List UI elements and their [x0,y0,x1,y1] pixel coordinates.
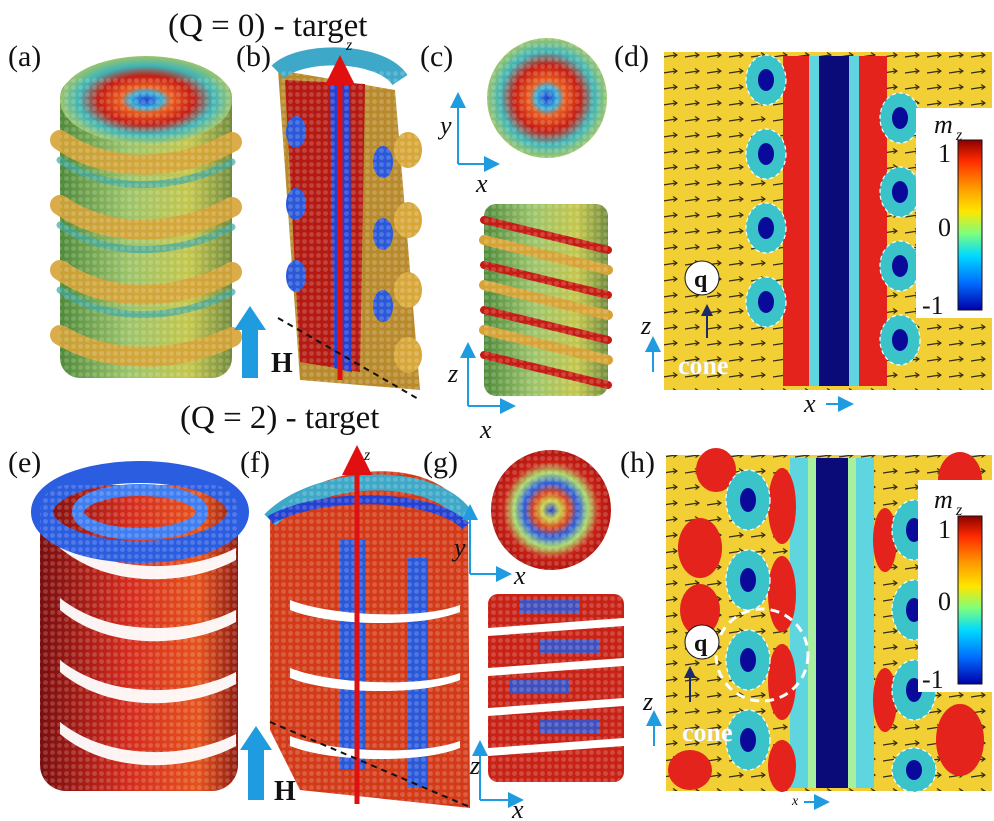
panel-h-map: q cone m z 1 0 -1 [666,448,992,793]
panel-h-cone-label: cone [682,718,733,747]
panel-c-x-label-bottom: x [479,415,492,444]
panel-h-colorbar-tick-max: 1 [938,515,951,544]
panel-h-dashed-circle [714,607,810,703]
panel-label-f: (f) [240,446,270,479]
panel-b-cut-cylinder: z [271,37,422,401]
panel-d-q-badge [684,260,720,296]
panel-h-z-label: z [642,687,653,716]
panel-c-top-view [487,38,607,158]
field-arrow-bottom: H [240,726,296,807]
panel-h-q-badge [684,624,720,660]
panel-g-z-label: z [469,751,480,780]
panel-d-z-label: z [640,311,651,340]
panel-h-x-label: x [791,794,799,809]
panel-h-colorbar-label-sub: z [955,502,963,519]
panel-f-cut-helix: z [264,445,475,809]
panel-label-e: (e) [8,446,41,479]
panel-g-x-label-top: x [513,561,526,590]
panel-g-x-label-bottom: x [511,795,524,821]
panel-g-top-view [491,450,611,570]
panel-d-x-label: x [803,389,816,418]
panel-h-colorbar-label: m [934,485,953,514]
panel-d-colorbar-tick-max: 1 [938,139,951,168]
panel-c-z-axis: z x [447,342,516,444]
panel-d-q-label: q [694,267,708,293]
panel-c-y-axis: y x [437,92,500,198]
panel-d-cone-label: cone [678,351,729,380]
panel-h-colorbar-tick-mid: 0 [938,587,951,616]
panel-h-colorbar: m z 1 0 -1 [918,480,992,694]
field-arrow-top: H [234,306,293,379]
panel-h-q-label: q [694,631,708,657]
panel-g-y-axis: y x [451,504,526,590]
field-label-bottom: H [274,776,296,807]
panel-label-d: (d) [614,40,649,73]
panel-d-skyrmions [745,54,921,366]
panel-d-map: q cone m z 1 0 -1 [664,52,992,390]
panel-label-c: (c) [420,40,453,73]
panel-b-z-label: z [345,37,353,54]
panel-c-z-label: z [447,359,458,388]
panel-c-y-label: y [437,111,452,140]
top-title: (Q = 0) - target [168,8,367,44]
panel-d-colorbar-label-sub: z [955,127,963,144]
panel-g-y-label: y [451,533,466,562]
panel-d-colorbar-tick-min: -1 [922,291,944,320]
panel-e-helix [31,461,249,791]
field-label-top: H [271,348,293,379]
panel-f-z-label: z [363,447,371,464]
panel-g-z-axis: z x [469,740,524,821]
panel-label-g: (g) [423,446,458,479]
panel-b-base-diagonal [277,317,421,401]
panel-h-colorbar-tick-min: -1 [922,665,944,694]
panel-d-colorbar-tick-mid: 0 [938,213,951,242]
panel-h-axes: z x [642,687,830,810]
panel-label-a: (a) [8,40,41,73]
panel-d-colorbar-label: m [934,110,953,139]
panel-a-cylinder [50,56,242,378]
panel-label-h: (h) [620,446,655,479]
panel-d-colorbar: m z 1 0 -1 [916,108,992,320]
bottom-title: (Q = 2) - target [180,400,379,436]
panel-label-b: (b) [236,40,271,73]
panel-f-base-diagonal [269,721,473,809]
panel-c-x-label-top: x [475,169,488,198]
panel-d-axes: z x [640,311,854,418]
panel-g-side-view [488,594,624,782]
panel-c-side-view [479,204,613,396]
